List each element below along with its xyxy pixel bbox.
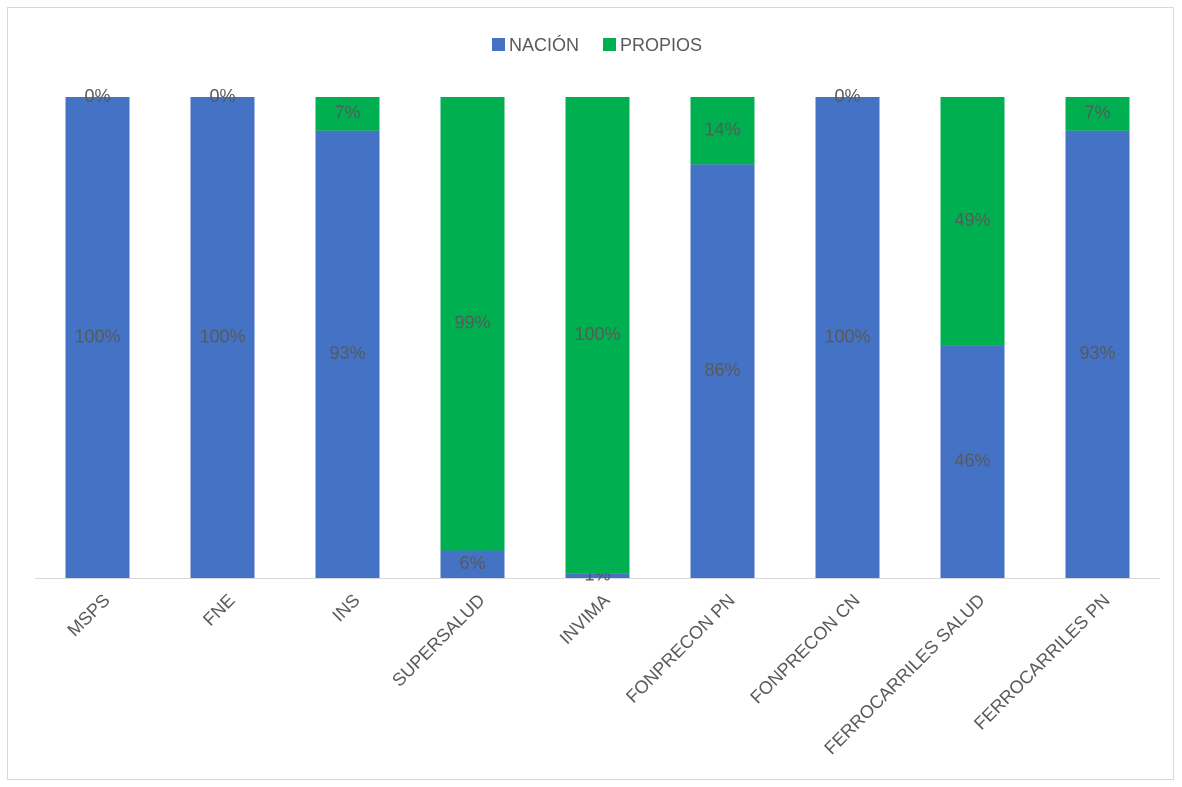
bar-segment (690, 164, 755, 578)
data-label: 49% (954, 210, 990, 230)
bar-segment (315, 130, 380, 579)
bar-segment (440, 97, 505, 551)
x-tick-label: INVIMA (556, 590, 614, 648)
data-label: 14% (704, 119, 740, 139)
data-label: 100% (199, 326, 245, 346)
x-tick-label: FERROCARRILES PN (970, 590, 1114, 734)
x-tick-label: INS (328, 590, 363, 625)
bar-segment (565, 97, 630, 574)
x-tick-label: FONPRECON PN (622, 590, 739, 707)
data-label: 7% (1084, 103, 1110, 123)
legend-swatch (492, 38, 505, 51)
bar-segment (315, 97, 380, 131)
bar-segment (1065, 97, 1130, 131)
x-tick-label: SUPERSALUD (388, 590, 488, 690)
bar-segment (440, 550, 505, 578)
data-label: 93% (329, 343, 365, 363)
bar-segment (940, 345, 1005, 578)
data-label: 99% (454, 313, 490, 333)
x-tick-label: FNE (199, 590, 239, 630)
data-label: 86% (704, 360, 740, 380)
data-label: 100% (74, 326, 120, 346)
data-label: 100% (824, 326, 870, 346)
x-tick-label: MSPS (63, 590, 113, 640)
x-tick-label: FONPRECON CN (746, 590, 863, 707)
bar-segment (190, 97, 255, 578)
data-label: 46% (954, 450, 990, 470)
bar-segment (690, 97, 755, 165)
bar-segment (940, 97, 1005, 346)
data-label: 0% (834, 86, 860, 106)
data-label: 6% (459, 553, 485, 573)
data-label: 0% (84, 86, 110, 106)
legend-label: NACIÓN (509, 34, 579, 55)
legend-swatch (603, 38, 617, 51)
data-label: 7% (334, 103, 360, 123)
bar-segment (815, 97, 880, 578)
chart-border (7, 7, 1174, 780)
data-label: 100% (574, 324, 620, 344)
bar-segment (65, 97, 130, 578)
bar-segment (1065, 130, 1130, 579)
data-label: 93% (1079, 343, 1115, 363)
data-label: 0% (209, 86, 235, 106)
bar-segment (565, 573, 630, 578)
legend-label: PROPIOS (620, 35, 702, 55)
